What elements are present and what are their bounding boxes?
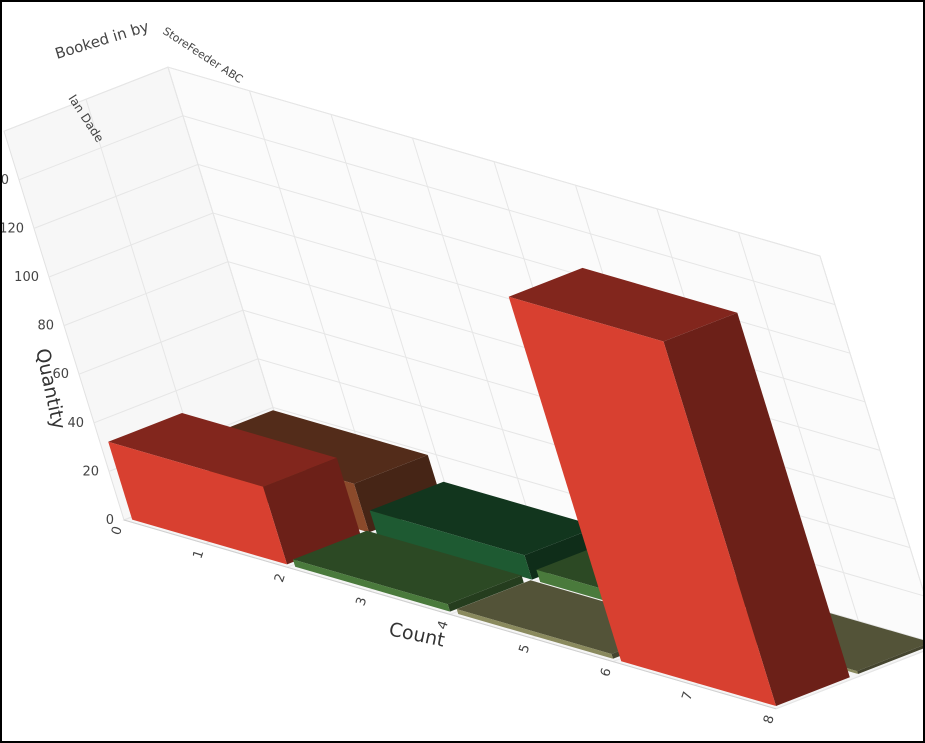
x-tick-label: 6	[598, 666, 615, 679]
y-axis-title: Quantity	[31, 346, 70, 431]
bar-front	[108, 441, 287, 565]
x-tick-label: 3	[353, 595, 370, 608]
y-tick-label: 40	[67, 416, 84, 431]
bar-top	[369, 481, 599, 556]
grid-line	[167, 67, 289, 457]
y-tick-label: 20	[82, 464, 99, 479]
bar-top	[199, 410, 428, 484]
grid-line	[775, 650, 923, 710]
bar-side	[857, 645, 923, 674]
grid-line	[738, 232, 859, 622]
y-tick-label: 140	[2, 173, 9, 188]
x-tick-label: 5	[516, 643, 533, 656]
tick-layer: 020406080100120140160012345678	[2, 173, 778, 726]
x-tick-label: 2	[272, 572, 289, 585]
x-tick-label: 8	[761, 713, 778, 726]
y-tick-label: 120	[2, 221, 24, 236]
y-tick-label: 60	[52, 367, 69, 382]
bar	[508, 267, 850, 706]
x-tick-label: 7	[679, 690, 696, 703]
x-tick-label: 1	[190, 548, 207, 561]
bar-side	[663, 312, 850, 706]
y-tick-label: 100	[14, 270, 39, 285]
grid-line	[249, 90, 370, 480]
y-tick-label: 0	[106, 513, 114, 528]
bar-layer	[108, 267, 923, 706]
bar-top	[508, 267, 738, 342]
bar-front	[456, 609, 613, 659]
grid-line	[412, 137, 533, 527]
bar-front	[369, 510, 532, 580]
bar	[292, 530, 524, 612]
y-tick-label: 80	[37, 319, 54, 334]
bar-top	[108, 413, 337, 487]
bar-top	[292, 530, 522, 605]
bar-side	[447, 575, 524, 612]
grid-line	[330, 114, 452, 504]
bar-front	[292, 559, 450, 612]
bar-front	[508, 296, 776, 706]
bar	[108, 413, 361, 565]
grid-line	[819, 255, 923, 592]
x-tick-label: 0	[109, 525, 126, 538]
z-axis-title: Booked in by	[53, 17, 151, 63]
bar-side	[263, 457, 361, 565]
x-axis-line	[123, 519, 777, 710]
